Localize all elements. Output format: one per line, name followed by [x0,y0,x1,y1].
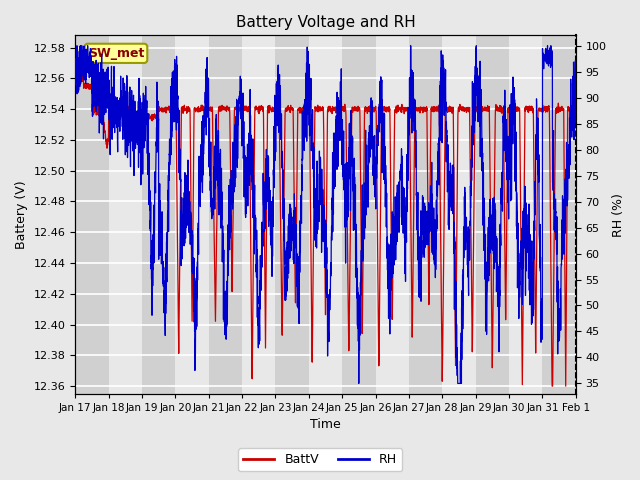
RH [563,170,570,176]
Title: Battery Voltage and RH: Battery Voltage and RH [236,15,415,30]
Bar [242,36,275,394]
Bar [175,36,209,394]
Bar [376,36,409,394]
RH [264,198,271,204]
BattV [158,106,166,111]
X-axis label: Time: Time [310,419,341,432]
RH [508,112,516,118]
BattV [72,72,79,78]
BattV [129,108,136,114]
Bar [542,36,576,394]
Bar [409,36,442,394]
Bar [209,36,242,394]
RH [158,258,166,264]
BattV [563,313,570,319]
BattV [264,122,271,128]
Bar [342,36,376,394]
Line: RH: RH [76,46,576,384]
Bar [275,36,309,394]
Bar [142,36,175,394]
RH [572,101,580,107]
BattV [508,106,516,111]
BattV [72,78,79,84]
Y-axis label: RH (%): RH (%) [612,192,625,237]
Bar [509,36,542,394]
Bar [76,36,109,394]
BattV [572,107,580,112]
BattV [548,383,556,389]
Legend: BattV, RH: BattV, RH [238,448,402,471]
Bar [109,36,142,394]
Bar [309,36,342,394]
Text: SW_met: SW_met [88,47,144,60]
Bar [576,36,609,394]
RH [72,82,79,87]
Bar [442,36,476,394]
RH [129,144,136,150]
Line: BattV: BattV [76,75,576,386]
RH [285,221,293,227]
RH [73,43,81,48]
Bar [476,36,509,394]
Y-axis label: Battery (V): Battery (V) [15,180,28,249]
RH [355,381,363,386]
BattV [285,107,293,112]
